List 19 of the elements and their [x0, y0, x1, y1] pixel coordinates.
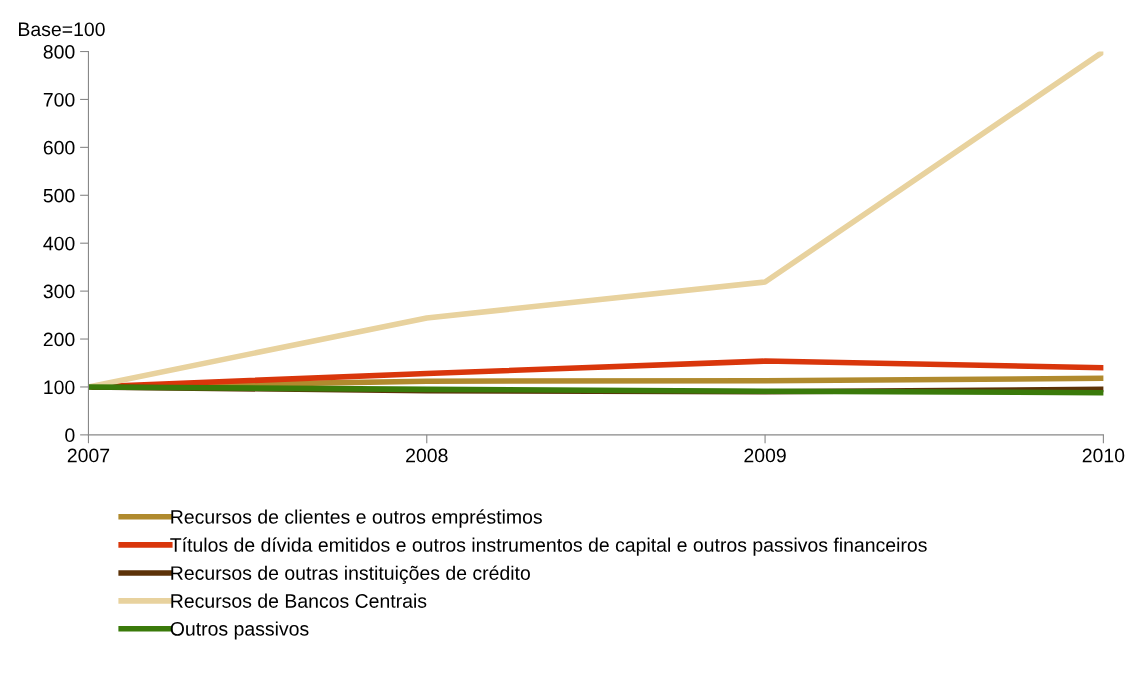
legend-label: Recursos de clientes e outros empréstimos [171, 509, 542, 528]
y-tick-label: 800 [43, 44, 75, 59]
x-tick-label: 2008 [406, 448, 448, 463]
legend-label: Recursos de outras instituições de crédito [171, 565, 530, 584]
y-tick-label: 500 [43, 188, 75, 203]
y-tick-label: 400 [43, 236, 75, 251]
x-tick-label: 2009 [744, 448, 786, 463]
y-axis-title: Base=100 [19, 22, 105, 37]
y-tick-label: 200 [43, 332, 75, 347]
y-tick-label: 300 [43, 284, 75, 299]
x-tick-label: 2010 [1082, 448, 1125, 463]
y-tick-label: 700 [43, 92, 75, 107]
legend-label: Recursos de Bancos Centrais [171, 593, 427, 608]
y-tick-label: 0 [65, 428, 75, 443]
legend-label: Outros passivos [170, 621, 309, 640]
x-tick-label: 2007 [67, 448, 110, 463]
y-tick-label: 100 [44, 380, 75, 395]
y-tick-label: 600 [43, 140, 75, 155]
legend-label: Títulos de dívida emitidos e outros instrumentos de capital e outros passivos financeiros [170, 537, 927, 556]
